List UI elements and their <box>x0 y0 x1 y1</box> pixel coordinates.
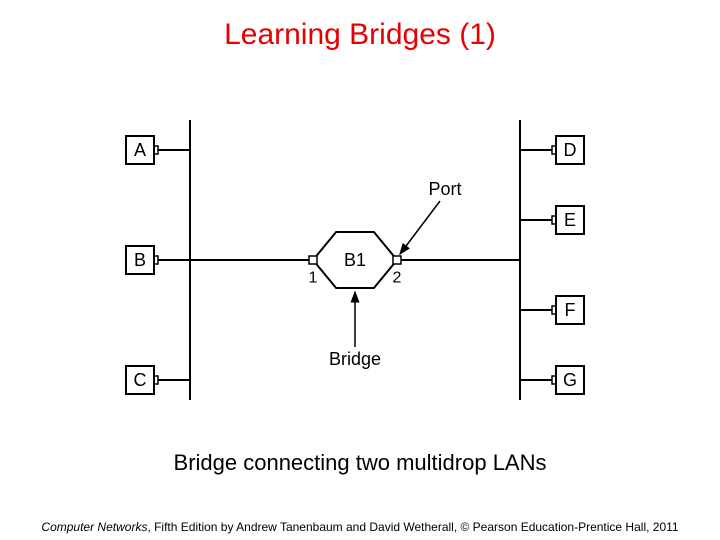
port-annotation-arrow <box>400 201 440 254</box>
host-e-label: E <box>564 210 576 230</box>
footer-book-title: Computer Networks <box>41 520 147 534</box>
slide-caption: Bridge connecting two multidrop LANs <box>0 450 720 476</box>
host-b-label: B <box>134 250 146 270</box>
slide-footer: Computer Networks, Fifth Edition by Andr… <box>0 520 720 534</box>
bridge-label: B1 <box>344 250 366 270</box>
host-g-label: G <box>563 370 577 390</box>
host-d-label: D <box>564 140 577 160</box>
host-f-label: F <box>565 300 576 320</box>
bridge-annotation: Bridge <box>329 349 381 369</box>
port-1-label: 1 <box>309 270 318 287</box>
host-a-label: A <box>134 140 146 160</box>
port-2-label: 2 <box>393 270 402 287</box>
bridge-port-2 <box>393 256 401 264</box>
footer-rest: , Fifth Edition by Andrew Tanenbaum and … <box>147 520 678 534</box>
port-annotation: Port <box>428 179 461 199</box>
host-c-label: C <box>134 370 147 390</box>
bridge-port-1 <box>309 256 317 264</box>
